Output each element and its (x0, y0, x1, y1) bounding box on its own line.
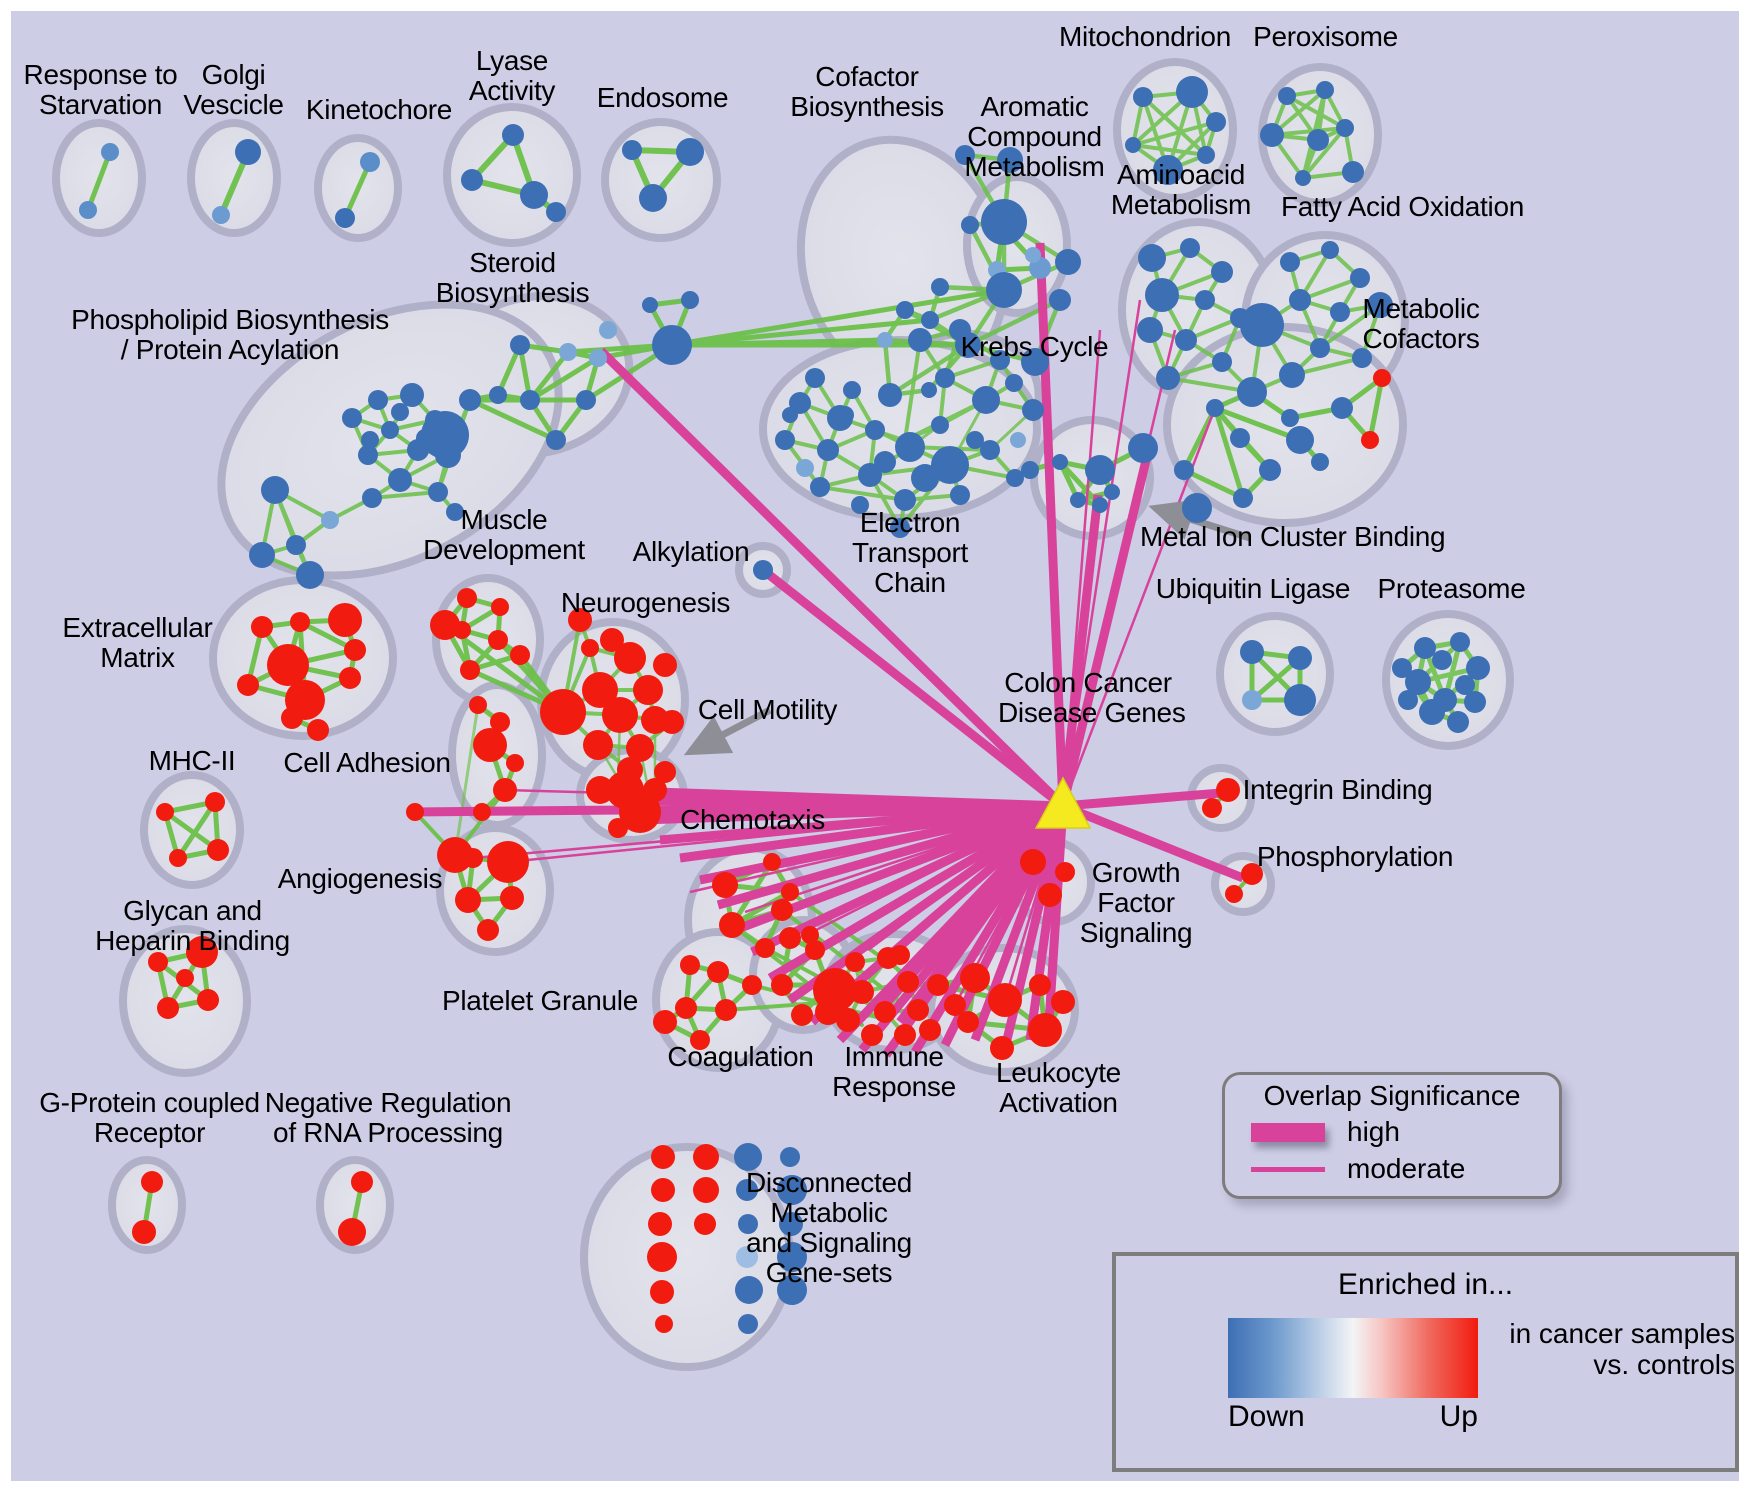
legend-enriched-side-text: in cancer samples vs. controls (1509, 1318, 1735, 1381)
cluster-hull-lyase-activity[interactable] (443, 103, 581, 247)
enrichment-colorbar: Down Up (1228, 1318, 1478, 1434)
legend-swatch-moderate (1251, 1166, 1325, 1172)
callout-arrows (683, 499, 1252, 756)
legend-overlap-significance: Overlap Significance high moderate (1222, 1072, 1562, 1199)
metal-ion-cluster-binding-arrow (1148, 499, 1252, 542)
legend-swatch-high (1251, 1122, 1325, 1142)
cluster-hull-endosome[interactable] (601, 118, 721, 242)
legend-gradient-high-label: Up (1439, 1400, 1478, 1433)
legend-label-moderate: moderate (1347, 1153, 1466, 1185)
legend-enriched-title: Enriched in... (1337, 1268, 1514, 1301)
legend-overlap-title: Overlap Significance (1263, 1080, 1521, 1111)
legend-overlap-row-moderate: moderate (1225, 1153, 1559, 1185)
gene-set-nodes (79, 76, 1490, 1334)
enrichment-gradient (1228, 1318, 1478, 1398)
cluster-hull-glycan-and-heparin-binding[interactable] (119, 925, 251, 1077)
cell-motility-arrow (683, 706, 772, 756)
legend-gradient-low-label: Down (1228, 1400, 1305, 1433)
legend-label-high: high (1347, 1116, 1400, 1148)
colon-cancer-hub-node[interactable] (1034, 776, 1092, 829)
legend-overlap-row-high: high (1225, 1116, 1559, 1148)
legend-enriched-in: Enriched in... Down Up in cancer samples… (1112, 1252, 1739, 1472)
cluster-hull-disconnected-gene-sets[interactable] (580, 1143, 794, 1371)
